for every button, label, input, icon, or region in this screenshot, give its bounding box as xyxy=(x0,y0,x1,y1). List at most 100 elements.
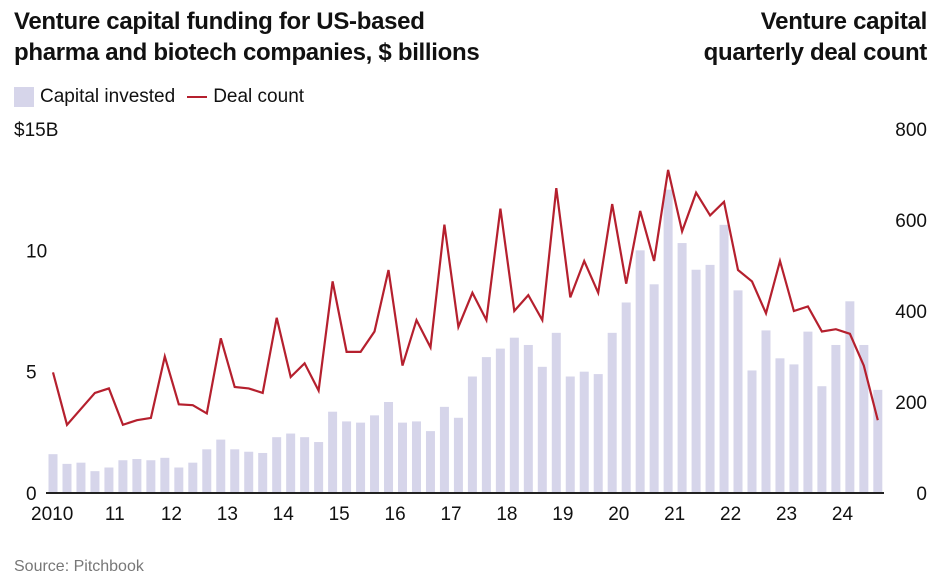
bar-capital xyxy=(328,411,338,493)
bar-capital xyxy=(62,463,72,493)
bar-capital xyxy=(523,344,533,493)
bar-capital xyxy=(565,376,575,493)
x-axis-tick-label: 14 xyxy=(273,504,295,525)
bar-capital xyxy=(90,471,100,493)
bar-capital xyxy=(216,439,226,493)
bar-capital xyxy=(300,437,310,493)
right-axis-tick-label: 200 xyxy=(895,393,927,414)
bar-capital xyxy=(258,452,268,493)
bar-capital xyxy=(439,406,449,493)
title-left-line-2: pharma and biotech companies, $ billions xyxy=(14,39,480,66)
x-axis-tick-label: 15 xyxy=(329,504,350,525)
left-axis-tick-label: 5 xyxy=(26,363,37,384)
x-axis-tick-label: 17 xyxy=(440,504,461,525)
bar-capital xyxy=(160,457,170,493)
x-axis-tick-label: 21 xyxy=(664,504,685,525)
bar-capital xyxy=(356,422,366,493)
source-note: Source: Pitchbook xyxy=(14,558,144,575)
line-group xyxy=(51,169,879,428)
bar-capital xyxy=(509,337,519,493)
bar-capital xyxy=(174,467,184,493)
bar-capital xyxy=(272,437,282,493)
bar-capital xyxy=(230,449,240,493)
bar-capital xyxy=(677,243,687,493)
bar-capital xyxy=(453,417,463,493)
legend-swatch-deals xyxy=(187,96,208,98)
bar-capital xyxy=(146,460,156,493)
x-axis-tick-label: 20 xyxy=(608,504,629,525)
bar-capital xyxy=(286,433,296,493)
bar-capital xyxy=(789,364,799,493)
bar-capital xyxy=(705,264,715,493)
bar-capital xyxy=(607,332,617,493)
bar-capital xyxy=(817,386,827,493)
x-axis-tick-label: 2010 xyxy=(31,504,73,525)
bar-capital xyxy=(859,344,869,493)
left-axis-ticks: 0 5 10 $15B xyxy=(14,120,58,505)
bar-capital xyxy=(845,301,855,493)
bar-capital xyxy=(873,389,883,493)
right-axis-tick-label: 400 xyxy=(895,302,927,323)
x-axis-tick-label: 16 xyxy=(385,504,406,525)
bar-capital xyxy=(663,189,673,493)
bar-capital xyxy=(649,284,659,493)
legend: Capital invested Deal count xyxy=(14,86,304,108)
left-axis-tick-label: $15B xyxy=(14,120,58,141)
bar-capital xyxy=(425,431,435,493)
right-axis-tick-label: 800 xyxy=(895,120,927,141)
left-axis-tick-label: 0 xyxy=(26,484,37,505)
x-axis-tick-label: 11 xyxy=(105,504,125,525)
bar-capital xyxy=(495,348,505,493)
title-right-line-1: Venture capital xyxy=(760,8,928,35)
x-axis-tick-label: 23 xyxy=(776,504,797,525)
bar-capital xyxy=(370,415,380,493)
legend-label-deals: Deal count xyxy=(213,86,305,107)
bar-capital xyxy=(76,462,86,493)
right-axis-ticks: 0 200 400 600 800 xyxy=(895,120,927,505)
x-axis-tick-label: 18 xyxy=(496,504,517,525)
x-axis-tick-label: 12 xyxy=(161,504,182,525)
bar-capital xyxy=(551,332,561,493)
title-right-line-2: quarterly deal count xyxy=(703,39,928,66)
bar-capital xyxy=(398,422,407,493)
bar-capital xyxy=(803,331,813,493)
x-axis-tick-label: 13 xyxy=(217,504,238,525)
legend-label-capital: Capital invested xyxy=(40,86,176,107)
bar-capital xyxy=(747,370,757,493)
bar-capital xyxy=(202,449,212,493)
bar-capital xyxy=(384,402,394,493)
left-axis-tick-label: 10 xyxy=(26,241,47,262)
bar-capital xyxy=(342,421,352,493)
bar-capital xyxy=(314,442,324,493)
bar-capital xyxy=(48,454,58,493)
bar-capital xyxy=(467,376,477,493)
chart-title-left: Venture capital funding for US-based pha… xyxy=(14,6,480,68)
bar-capital xyxy=(761,330,771,493)
chart-title-right: Venture capital quarterly deal count xyxy=(703,6,928,68)
bar-capital xyxy=(188,462,198,493)
legend-swatch-capital xyxy=(14,87,34,107)
bar-capital xyxy=(579,371,589,493)
bar-capital xyxy=(537,366,547,493)
right-axis-tick-label: 600 xyxy=(895,211,927,232)
bar-capital xyxy=(481,357,491,493)
deal-count-line xyxy=(51,169,879,428)
bar-capital xyxy=(118,460,128,493)
bar-capital xyxy=(733,290,743,493)
bar-capital xyxy=(719,224,729,493)
bar-capital xyxy=(621,302,631,493)
bar-capital xyxy=(691,269,701,493)
bar-capital xyxy=(831,344,841,493)
bar-capital xyxy=(635,250,645,493)
title-left-line-1: Venture capital funding for US-based xyxy=(14,8,425,35)
bar-capital xyxy=(244,451,254,493)
bar-capital xyxy=(593,374,603,493)
right-axis-tick-label: 0 xyxy=(916,484,927,505)
x-axis-tick-label: 22 xyxy=(720,504,741,525)
x-axis-tick-label: 19 xyxy=(552,504,573,525)
bar-capital xyxy=(411,421,421,493)
bar-capital xyxy=(104,467,114,493)
bars-group xyxy=(48,189,883,493)
bar-capital xyxy=(775,358,785,493)
